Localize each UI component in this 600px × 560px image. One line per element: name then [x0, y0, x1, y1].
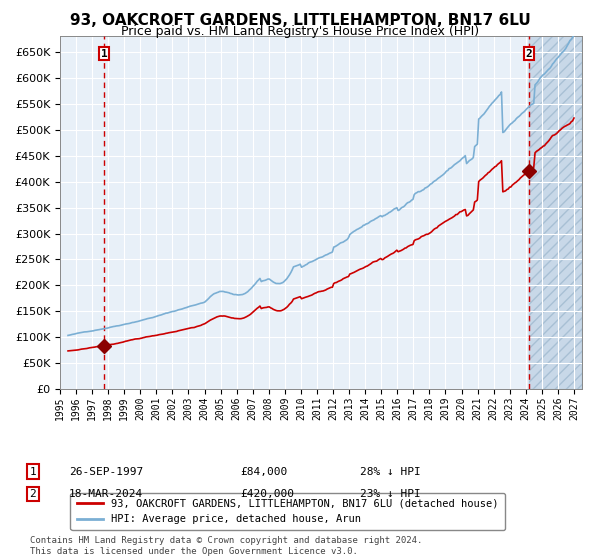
Text: £84,000: £84,000: [240, 466, 287, 477]
Text: 26-SEP-1997: 26-SEP-1997: [69, 466, 143, 477]
Text: £420,000: £420,000: [240, 489, 294, 499]
Text: 93, OAKCROFT GARDENS, LITTLEHAMPTON, BN17 6LU: 93, OAKCROFT GARDENS, LITTLEHAMPTON, BN1…: [70, 13, 530, 28]
Text: Contains HM Land Registry data © Crown copyright and database right 2024.
This d: Contains HM Land Registry data © Crown c…: [30, 536, 422, 556]
Legend: 93, OAKCROFT GARDENS, LITTLEHAMPTON, BN17 6LU (detached house), HPI: Average pri: 93, OAKCROFT GARDENS, LITTLEHAMPTON, BN1…: [70, 493, 505, 530]
Text: 2: 2: [29, 489, 37, 499]
Text: 1: 1: [29, 466, 37, 477]
Text: 18-MAR-2024: 18-MAR-2024: [69, 489, 143, 499]
Text: Price paid vs. HM Land Registry's House Price Index (HPI): Price paid vs. HM Land Registry's House …: [121, 25, 479, 38]
Text: 1: 1: [101, 49, 107, 59]
Text: 28% ↓ HPI: 28% ↓ HPI: [360, 466, 421, 477]
Text: 23% ↓ HPI: 23% ↓ HPI: [360, 489, 421, 499]
Text: 2: 2: [526, 49, 533, 59]
